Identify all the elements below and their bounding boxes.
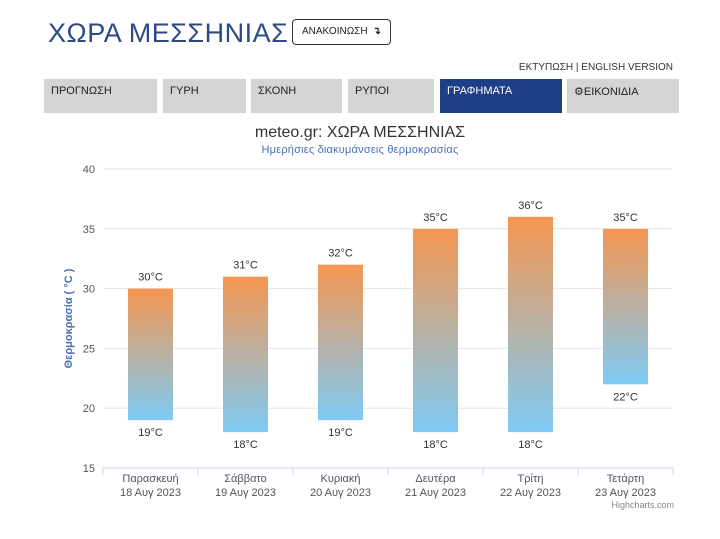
y-tick-label: 35 bbox=[83, 224, 95, 236]
x-category-day: Τρίτη bbox=[518, 473, 544, 485]
tab-label: ΓΥΡΗ bbox=[170, 85, 199, 97]
x-category-day: Σάββατο bbox=[224, 473, 266, 485]
low-temp-label: 19°C bbox=[138, 427, 163, 439]
chart-subtitle: Ημερήσιες διακυμάνσεις θερμοκρασίας bbox=[261, 144, 459, 156]
high-temp-label: 31°C bbox=[233, 260, 258, 272]
temperature-range-bar bbox=[508, 216, 553, 433]
x-category-day: Τετάρτη bbox=[607, 473, 645, 485]
tab-charts[interactable]: ΓΡΑΦΗΜΑΤΑ bbox=[440, 79, 562, 113]
link-separator: | bbox=[575, 62, 579, 73]
tab-dust[interactable]: ΣΚΟΝΗ bbox=[251, 79, 342, 113]
y-tick-label: 40 bbox=[83, 164, 95, 176]
high-temp-label: 30°C bbox=[138, 272, 163, 284]
x-category-date: 18 Αυγ 2023 bbox=[120, 487, 181, 499]
y-tick-label: 25 bbox=[83, 343, 95, 355]
temperature-range-bar bbox=[603, 228, 648, 385]
low-temp-label: 19°C bbox=[328, 427, 353, 439]
tab-label: ΣΚΟΝΗ bbox=[258, 85, 297, 97]
y-tick-label: 20 bbox=[83, 403, 95, 415]
temperature-range-bar bbox=[128, 288, 173, 421]
low-temp-label: 18°C bbox=[518, 439, 543, 451]
arrow-down-return-icon: ↴ bbox=[372, 26, 381, 37]
x-category-date: 22 Αυγ 2023 bbox=[500, 487, 561, 499]
x-category-date: 20 Αυγ 2023 bbox=[310, 487, 371, 499]
high-temp-label: 35°C bbox=[613, 212, 638, 224]
x-category-day: Δευτέρα bbox=[415, 473, 456, 485]
tab-label: ΠΡΟΓΝΩΣΗ bbox=[51, 85, 112, 97]
high-temp-label: 35°C bbox=[423, 212, 448, 224]
highcharts-credits[interactable]: Highcharts.com bbox=[611, 500, 674, 510]
temperature-range-bar bbox=[223, 276, 268, 433]
high-temp-label: 36°C bbox=[518, 200, 543, 212]
x-category-day: Κυριακή bbox=[320, 473, 360, 485]
tab-label: ΡΥΠΟΙ bbox=[355, 85, 390, 97]
tab-label: ΕΙΚΟΝΙΔΙΑ bbox=[583, 86, 639, 98]
chart-title: meteo.gr: ΧΩΡΑ ΜΕΣΣΗΝΙΑΣ bbox=[254, 124, 466, 141]
x-category-date: 21 Αυγ 2023 bbox=[405, 487, 466, 499]
tab-widgets[interactable]: ⚙ΕΙΚΟΝΙΔΙΑ bbox=[567, 79, 679, 113]
y-axis-title: Θερμοκρασία ( °C ) bbox=[63, 268, 75, 368]
high-temp-label: 32°C bbox=[328, 248, 353, 260]
x-category-day: Παρασκευή bbox=[122, 473, 178, 485]
tab-forecast[interactable]: ΠΡΟΓΝΩΣΗ bbox=[44, 79, 157, 113]
print-link[interactable]: ΕΚΤΥΠΩΣΗ bbox=[518, 62, 574, 73]
y-tick-label: 15 bbox=[83, 463, 95, 475]
x-category-date: 23 Αυγ 2023 bbox=[595, 487, 656, 499]
tab-pollen[interactable]: ΓΥΡΗ bbox=[163, 79, 246, 113]
page-title: ΧΩΡΑ ΜΕΣΣΗΝΙΑΣ bbox=[48, 18, 289, 48]
main-nav: ΠΡΟΓΝΩΣΗ ΓΥΡΗ ΣΚΟΝΗ ΡΥΠΟΙ ΓΡΑΦΗΜΑΤΑ ⚙ΕΙΚ… bbox=[44, 79, 679, 113]
announcement-label: ΑΝΑΚΟΙΝΩΣΗ bbox=[302, 26, 368, 37]
tab-label: ΓΡΑΦΗΜΑΤΑ bbox=[447, 85, 513, 97]
announcement-button[interactable]: ΑΝΑΚΟΙΝΩΣΗ ↴ bbox=[292, 19, 391, 45]
tab-pollutants[interactable]: ΡΥΠΟΙ bbox=[348, 79, 434, 113]
top-links: ΕΚΤΥΠΩΣΗ | ENGLISH VERSION bbox=[519, 62, 673, 73]
english-version-link[interactable]: ENGLISH VERSION bbox=[581, 62, 673, 73]
temperature-range-bar bbox=[413, 228, 458, 433]
temperature-range-bar bbox=[318, 264, 363, 421]
low-temp-label: 18°C bbox=[423, 439, 448, 451]
low-temp-label: 18°C bbox=[233, 439, 258, 451]
low-temp-label: 22°C bbox=[613, 391, 638, 403]
gear-icon: ⚙ bbox=[574, 86, 584, 98]
x-category-date: 19 Αυγ 2023 bbox=[215, 487, 276, 499]
y-tick-label: 30 bbox=[83, 284, 95, 296]
